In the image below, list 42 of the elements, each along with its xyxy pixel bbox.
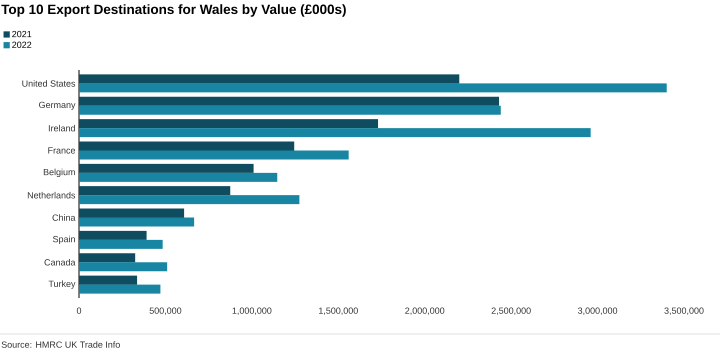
y-tick-label: France — [48, 147, 76, 154]
bar — [79, 186, 230, 196]
x-tick-label: 2,000,000 — [405, 307, 444, 315]
y-tick-label: Canada — [44, 258, 76, 266]
bar — [79, 218, 194, 227]
bar — [79, 262, 168, 272]
x-tick-label: 500,000 — [150, 307, 182, 315]
bar — [79, 230, 147, 240]
x-tick-label: 3,000,000 — [578, 307, 618, 315]
bar — [79, 83, 667, 92]
bar — [79, 141, 294, 150]
bar — [79, 276, 138, 285]
y-tick-label: Spain — [52, 236, 75, 244]
bar — [79, 195, 300, 204]
y-tick-label: Germany — [39, 102, 76, 110]
bar — [79, 253, 136, 262]
x-tick-label: 0 — [76, 307, 82, 314]
bar — [79, 172, 278, 182]
legend-label: 2022 — [12, 42, 32, 48]
y-tick-label: Netherlands — [28, 192, 76, 198]
bar — [79, 96, 500, 106]
y-tick-label: Belgium — [44, 168, 75, 177]
bar — [79, 74, 460, 84]
x-tick-label: 1,500,000 — [319, 307, 358, 315]
chart-title: Top 10 Export Destinations for Wales by Value (£000s) — [1, 4, 346, 17]
x-tick-label: 1,000,000 — [232, 307, 272, 315]
y-tick-label: United States — [22, 80, 76, 87]
x-tick-label: 2,500,000 — [492, 307, 531, 315]
bar — [79, 128, 591, 138]
x-tick-label: 3,500,000 — [664, 307, 704, 315]
bar — [79, 106, 501, 115]
bar — [79, 284, 160, 294]
bar — [79, 150, 349, 160]
bar — [79, 208, 184, 218]
y-tick-label: Turkey — [48, 280, 76, 289]
y-tick-label: Ireland — [48, 124, 75, 132]
bar — [79, 119, 378, 128]
legend-label: 2021 — [12, 30, 32, 38]
source-note: Source: HMRC UK Trade Info — [2, 341, 120, 348]
bar — [79, 240, 163, 249]
bar — [79, 164, 254, 173]
y-tick-label: China — [52, 214, 76, 221]
